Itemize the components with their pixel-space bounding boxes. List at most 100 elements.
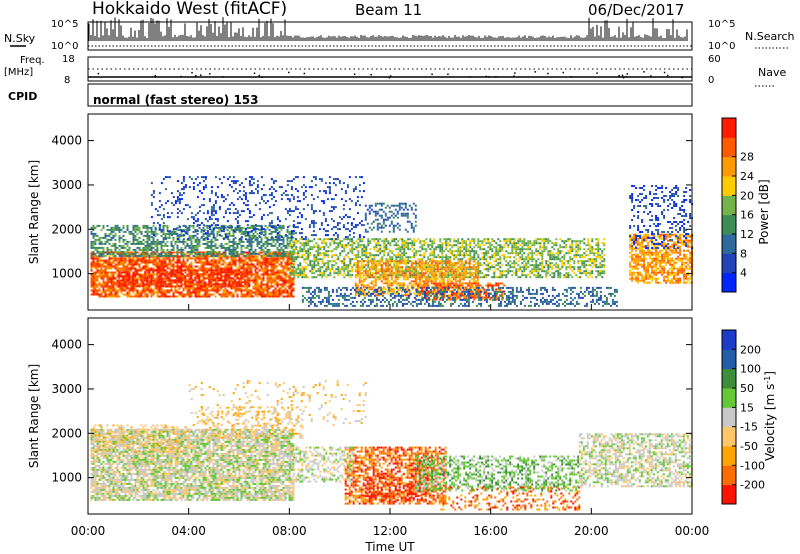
- heatmap-cell: [184, 271, 187, 274]
- heatmap-cell: [194, 251, 197, 254]
- heatmap-cell: [100, 265, 103, 268]
- heatmap-cell: [268, 257, 271, 260]
- heatmap-cell: [102, 287, 105, 290]
- heatmap-cell: [90, 265, 93, 268]
- freq-point: [625, 75, 628, 78]
- heatmap-cell: [333, 248, 336, 251]
- heatmap-cell: [439, 270, 442, 273]
- heatmap-cell: [415, 264, 418, 267]
- heatmap-cell: [537, 264, 540, 267]
- heatmap-cell: [194, 295, 197, 298]
- heatmap-cell: [547, 264, 550, 267]
- heatmap-cell: [260, 254, 263, 257]
- heatmap-cell: [172, 285, 175, 288]
- heatmap-cell: [190, 240, 193, 243]
- heatmap-cell: [94, 246, 97, 249]
- heatmap-cell: [174, 261, 177, 264]
- heatmap-cell: [505, 242, 508, 245]
- heatmap-cell: [134, 285, 137, 288]
- heatmap-cell: [329, 250, 332, 253]
- heatmap-cell: [126, 269, 129, 272]
- heatmap-cell: [92, 287, 95, 290]
- heatmap-cell: [166, 236, 169, 239]
- heatmap-cell: [222, 279, 225, 282]
- heatmap-cell: [138, 230, 141, 233]
- heatmap-cell: [98, 263, 101, 266]
- heatmap-cell: [92, 265, 95, 268]
- heatmap-cell: [196, 295, 199, 298]
- heatmap-cell: [286, 269, 289, 272]
- heatmap-cell: [317, 246, 320, 249]
- heatmap-cell: [254, 281, 257, 284]
- heatmap-cell: [170, 287, 173, 290]
- heatmap-cell: [270, 269, 273, 272]
- heatmap-cell: [315, 264, 318, 267]
- heatmap-cell: [144, 248, 147, 251]
- heatmap-cell: [429, 244, 432, 247]
- heatmap-cell: [363, 244, 366, 247]
- heatmap-cell: [130, 257, 133, 260]
- heatmap-cell: [246, 277, 249, 280]
- heatmap-cell: [246, 269, 249, 272]
- heatmap-cell: [190, 273, 193, 276]
- heatmap-cell: [507, 262, 510, 265]
- heatmap-cell: [244, 267, 247, 270]
- heatmap-cell: [381, 240, 384, 243]
- heatmap-cell: [162, 232, 165, 235]
- heatmap-cell: [282, 289, 285, 292]
- heatmap-cell: [305, 268, 308, 271]
- heatmap-cell: [204, 289, 207, 292]
- heatmap-cell: [156, 275, 159, 278]
- heatmap-cell: [284, 295, 287, 298]
- heatmap-cell: [196, 289, 199, 292]
- heatmap-cell: [142, 250, 145, 253]
- heatmap-cell: [200, 252, 203, 255]
- heatmap-cell: [565, 246, 568, 249]
- freq-point: [488, 76, 490, 78]
- heatmap-cell: [311, 264, 314, 267]
- heatmap-cell: [288, 230, 291, 233]
- heatmap-cell: [166, 277, 169, 280]
- heatmap-cell: [98, 287, 101, 290]
- heatmap-cell: [539, 244, 542, 247]
- heatmap-cell: [471, 238, 474, 241]
- heatmap-cell: [112, 273, 115, 276]
- heatmap-cell: [250, 242, 253, 245]
- heatmap-cell: [523, 240, 526, 243]
- heatmap-cell: [369, 242, 372, 245]
- heatmap-cell: [347, 274, 350, 277]
- heatmap-cell: [433, 240, 436, 243]
- heatmap-cell: [329, 272, 332, 275]
- heatmap-cell: [190, 287, 193, 290]
- heatmap-cell: [220, 293, 223, 296]
- heatmap-cell: [232, 287, 235, 290]
- heatmap-cell: [166, 291, 169, 294]
- heatmap-cell: [140, 251, 143, 254]
- heatmap-cell: [178, 293, 181, 296]
- heatmap-cell: [292, 277, 295, 280]
- heatmap-cell: [152, 240, 155, 243]
- heatmap-cell: [110, 293, 113, 296]
- heatmap-cell: [114, 295, 117, 298]
- heatmap-cell: [130, 277, 133, 280]
- heatmap-cell: [144, 257, 147, 260]
- heatmap-cell: [335, 272, 338, 275]
- heatmap-cell: [429, 252, 432, 255]
- heatmap-cell: [110, 232, 113, 235]
- heatmap-cell: [206, 263, 209, 266]
- heatmap-cell: [154, 277, 157, 280]
- heatmap-cell: [182, 265, 185, 268]
- heatmap-cell: [343, 272, 346, 275]
- heatmap-cell: [276, 248, 279, 251]
- freq-point: [200, 74, 202, 76]
- heatmap-cell: [110, 250, 113, 253]
- heatmap-cell: [288, 287, 291, 290]
- heatmap-cell: [489, 262, 492, 265]
- heatmap-cell: [373, 238, 376, 241]
- heatmap-cell: [429, 258, 432, 261]
- heatmap-cell: [383, 238, 386, 241]
- heatmap-cell: [198, 293, 201, 296]
- heatmap-cell: [280, 226, 283, 229]
- heatmap-cell: [126, 273, 129, 276]
- heatmap-cell: [244, 275, 247, 278]
